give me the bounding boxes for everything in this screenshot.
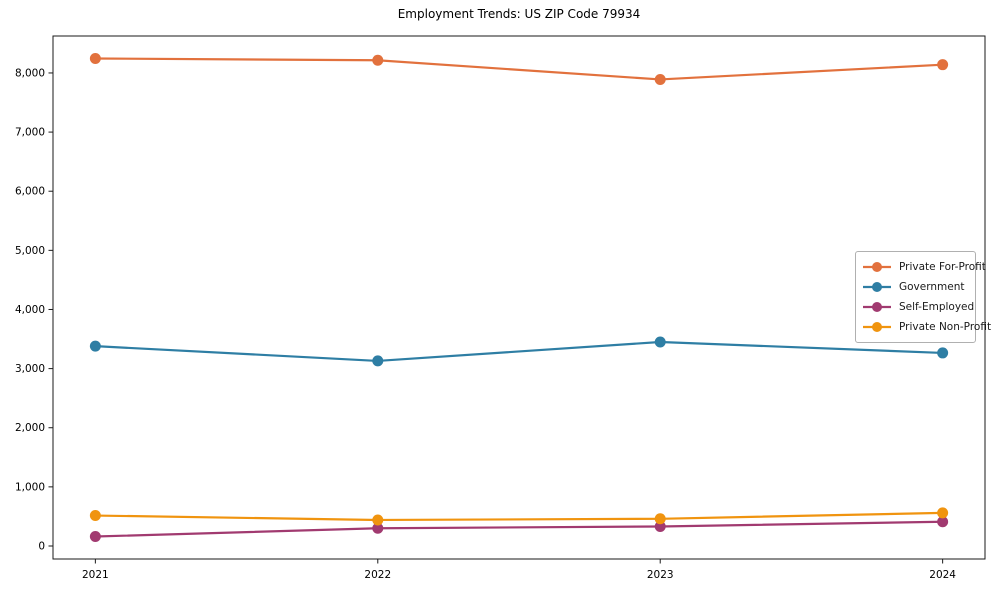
data-point-government — [89, 340, 101, 352]
legend-label: Self-Employed — [899, 301, 975, 313]
data-point-self-employed — [89, 531, 101, 543]
data-point-private-for-profit — [372, 54, 384, 66]
legend-item-private-for-profit: Private For-Profit — [862, 257, 986, 277]
legend-label: Government — [899, 281, 965, 293]
series-line-private-for-profit — [94, 57, 944, 81]
legend-marker-icon — [863, 282, 891, 292]
y-tick-label: 5,000 — [15, 245, 45, 257]
y-tick-label: 1,000 — [15, 481, 45, 493]
data-point-private-non-profit — [372, 514, 384, 526]
y-tick-label: 6,000 — [15, 186, 45, 198]
data-point-private-non-profit — [89, 510, 101, 522]
legend-label: Private Non-Profit — [899, 321, 992, 333]
y-tick-label: 4,000 — [15, 304, 45, 316]
legend-marker-icon — [863, 262, 891, 272]
y-tick-label: 3,000 — [15, 363, 45, 375]
data-point-private-non-profit — [654, 513, 666, 525]
legend-label: Private For-Profit — [899, 261, 986, 273]
legend-item-self-employed: Self-Employed — [862, 297, 974, 317]
series-line-self-employed — [94, 520, 944, 538]
data-point-private-for-profit — [937, 59, 949, 71]
series-line-government — [94, 340, 944, 363]
y-tick-label: 7,000 — [15, 127, 45, 139]
legend-marker-icon — [863, 322, 891, 332]
data-point-government — [372, 355, 384, 367]
y-tick-label: 8,000 — [15, 67, 45, 79]
x-tick-label: 2022 — [364, 569, 391, 581]
legend-marker-icon — [863, 302, 891, 312]
axes-box — [52, 35, 986, 560]
data-point-government — [937, 347, 949, 359]
data-point-self-employed — [937, 516, 949, 528]
data-point-government — [654, 336, 666, 348]
chart-title: Employment Trends: US ZIP Code 79934 — [397, 7, 641, 21]
legend-item-government: Government — [862, 277, 968, 297]
x-tick-label: 2024 — [929, 569, 956, 581]
data-point-private-non-profit — [937, 507, 949, 519]
y-tick-label: 0 — [38, 540, 45, 552]
series-line-private-non-profit — [94, 511, 944, 522]
data-point-self-employed — [654, 520, 666, 532]
data-point-private-for-profit — [654, 73, 666, 85]
y-tick-label: 2,000 — [15, 422, 45, 434]
data-point-self-employed — [372, 522, 384, 534]
x-tick-label: 2023 — [647, 569, 674, 581]
legend-item-private-non-profit: Private Non-Profit — [862, 317, 991, 337]
x-tick-label: 2021 — [82, 569, 109, 581]
legend: Private For-Profit Government Self-Employe… — [855, 251, 991, 343]
data-point-private-for-profit — [89, 52, 101, 64]
